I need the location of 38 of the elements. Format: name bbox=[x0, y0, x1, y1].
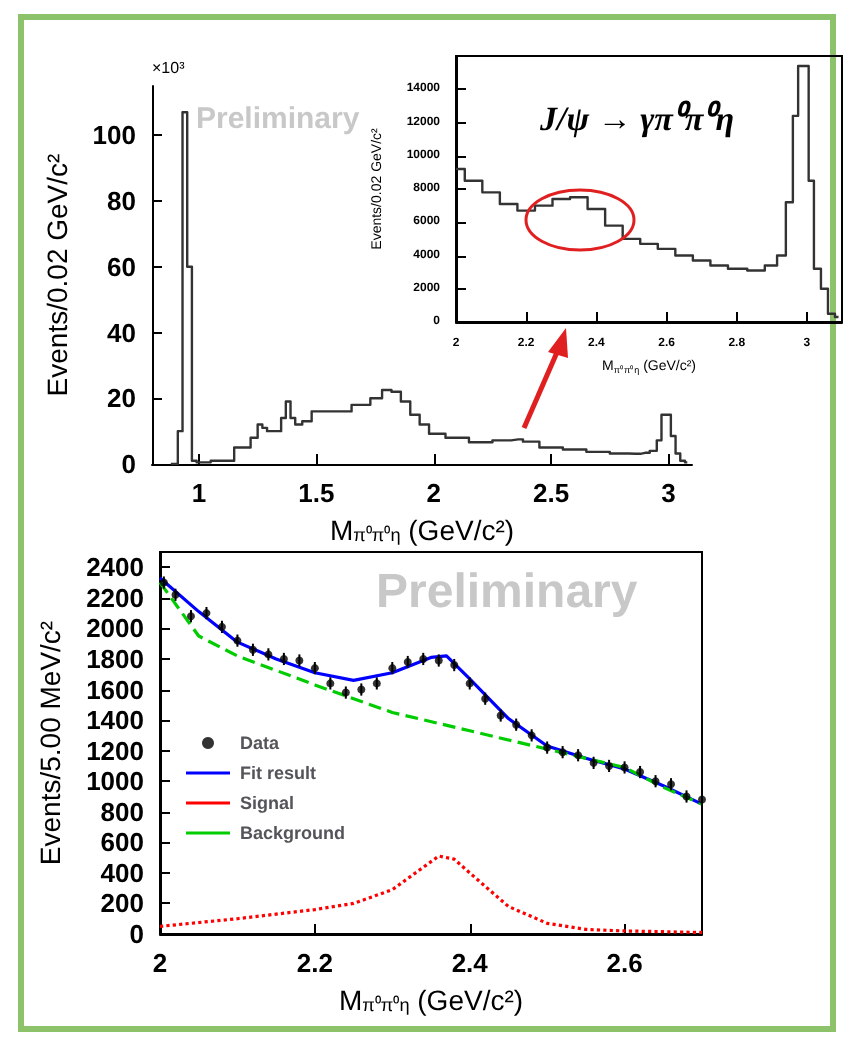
y-tick-label: 0 bbox=[121, 449, 136, 479]
y-tick-label: 1000 bbox=[86, 766, 144, 797]
x-axis-title: Mπ⁰π⁰η (GeV/c²) bbox=[329, 513, 515, 546]
x-axis-title: Mπ⁰π⁰η (GeV/c²) bbox=[338, 983, 524, 1016]
y-tick-label: 2400 bbox=[86, 552, 144, 583]
y-tick-label: 1800 bbox=[86, 643, 144, 674]
y-tick-label: 60 bbox=[107, 251, 136, 282]
y-axis-title: Events/5.00 MeV/c² bbox=[34, 620, 67, 866]
y-tick-label: 800 bbox=[100, 796, 144, 827]
y-tick-label: 80 bbox=[107, 186, 136, 217]
x-tick-label: 1.5 bbox=[298, 478, 335, 508]
y-tick-label: 400 bbox=[100, 857, 144, 888]
annotation: J/ψ → γπ⁰π⁰η bbox=[538, 100, 735, 138]
y-tick-label: 200 bbox=[100, 888, 144, 919]
y-tick-label: 1200 bbox=[86, 735, 144, 766]
y-tick-label: 2000 bbox=[86, 613, 144, 644]
y-tick-label: 1400 bbox=[86, 705, 144, 736]
x-tick-label: 3 bbox=[661, 478, 676, 508]
legend-label: Background bbox=[240, 823, 346, 843]
x-tick-label: 2.6 bbox=[606, 948, 643, 978]
y-tick-label: 100 bbox=[92, 120, 136, 151]
text: ×10³ bbox=[152, 59, 186, 77]
x-tick-label: 2.4 bbox=[451, 948, 490, 978]
y-axis-title: Events/0.02 GeV/c² bbox=[40, 152, 73, 397]
x-tick-label: 2 bbox=[426, 478, 441, 508]
x-tick-label: 2.2 bbox=[296, 948, 333, 978]
y-tick-label: 40 bbox=[107, 317, 136, 348]
legend-label: Signal bbox=[240, 793, 295, 813]
legend-label: Fit result bbox=[240, 763, 317, 783]
y-tick-label: 0 bbox=[129, 919, 144, 949]
y-tick-label: 1600 bbox=[86, 674, 144, 705]
legend-label: Data bbox=[240, 733, 281, 753]
y-tick-label: 20 bbox=[107, 383, 136, 414]
x-tick-label: 1 bbox=[191, 478, 207, 508]
y-tick-label: 2200 bbox=[86, 582, 144, 613]
x-tick-label: 2.5 bbox=[533, 478, 570, 508]
x-tick-label: 2 bbox=[152, 948, 168, 978]
y-tick-label: 600 bbox=[100, 827, 144, 858]
